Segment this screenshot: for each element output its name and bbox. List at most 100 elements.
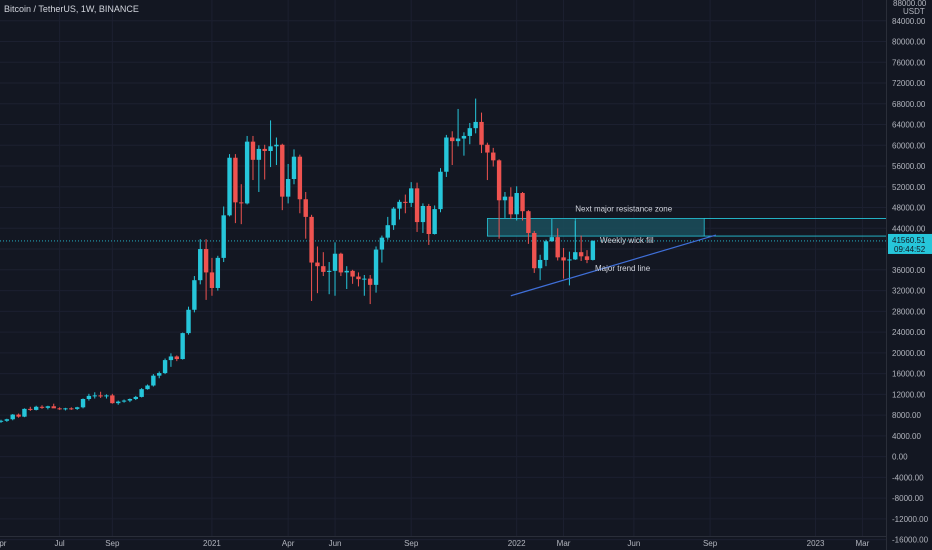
price-tick-label: -12000.00 [892, 515, 929, 524]
price-tick-label: 12000.00 [892, 390, 926, 399]
annotation-label: Major trend line [595, 264, 651, 273]
candle [514, 193, 519, 215]
candle [432, 209, 437, 235]
candle [303, 199, 308, 217]
candle [344, 270, 349, 273]
resistance-zone [486, 218, 886, 237]
candle [16, 414, 21, 417]
current-price-label: 41560.51 [892, 236, 926, 245]
candle [543, 241, 549, 260]
candle [555, 237, 560, 258]
chart-title: Bitcoin / TetherUS, 1W, BINANCE [4, 4, 139, 14]
candle [110, 395, 115, 404]
candle [233, 157, 238, 203]
candles [0, 98, 596, 423]
time-tick-label: Mar [557, 539, 571, 548]
time-axis[interactable]: Apr Jul Sep 2021 Apr Jun Sep 2022 Mar Jun Sep 2023 M… [0, 536, 886, 549]
candle [86, 395, 92, 400]
candle [578, 252, 584, 257]
candle [356, 276, 361, 280]
candle [367, 278, 373, 285]
time-tick-label: Apr [0, 539, 7, 548]
candle [174, 356, 179, 360]
price-tick-label: 20000.00 [892, 349, 926, 358]
candle [526, 211, 531, 233]
candle [315, 262, 320, 267]
candle [485, 144, 490, 153]
candle [280, 144, 285, 197]
candle [203, 249, 209, 273]
candle [590, 240, 596, 260]
price-tick-label: -16000.00 [892, 536, 929, 545]
candle [567, 259, 572, 261]
price-tick-label: 44000.00 [892, 224, 926, 233]
candle [414, 188, 420, 223]
price-tick-label: 28000.00 [892, 307, 926, 316]
price-tick-label: 0.00 [892, 453, 908, 462]
candle [221, 215, 226, 258]
candle [444, 137, 449, 172]
time-tick-label: 2023 [807, 539, 825, 548]
candle [438, 171, 443, 210]
candle [209, 272, 215, 288]
candle [104, 395, 109, 397]
price-tick-label: 8000.00 [892, 411, 921, 420]
time-tick-label: Sep [105, 539, 120, 548]
price-tick-label: 56000.00 [892, 162, 926, 171]
price-tick-label: 52000.00 [892, 183, 926, 192]
candle [39, 406, 45, 408]
candle [496, 160, 502, 201]
candle [520, 193, 525, 212]
annotations: Next major resistance zone Weekly wick fi… [575, 204, 672, 273]
candle [426, 205, 431, 235]
candle [467, 128, 472, 136]
candle [215, 257, 221, 288]
annotation-label: Next major resistance zone [575, 204, 672, 213]
chart-grid [0, 0, 886, 541]
candle [28, 408, 33, 410]
candle [549, 237, 555, 242]
candle [561, 257, 566, 261]
candle [0, 420, 4, 422]
price-tick-label: 76000.00 [892, 58, 926, 67]
trend-line[interactable] [510, 234, 717, 297]
candle [74, 407, 80, 409]
candle [133, 396, 138, 400]
candle [51, 406, 56, 409]
axis-unit-label: USDT [903, 7, 925, 16]
candle [80, 399, 86, 408]
candle [532, 232, 537, 269]
candle [244, 141, 250, 204]
candle [57, 408, 62, 410]
candle [379, 237, 385, 250]
candle [274, 144, 279, 147]
time-tick-label: 2022 [508, 539, 526, 548]
candle [297, 156, 303, 200]
price-tick-label: 16000.00 [892, 370, 926, 379]
current-price-badge[interactable] [888, 233, 932, 254]
candle [502, 196, 508, 201]
candle [63, 408, 68, 410]
price-axis[interactable]: 84000.00 80000.00 76000.00 72000.00 68000.00… [886, 0, 932, 550]
price-tick-label: 88000.00 [893, 0, 927, 8]
price-axis-bg [886, 0, 932, 550]
candle [4, 419, 10, 421]
time-tick-label: Jun [627, 539, 640, 548]
candle [491, 152, 496, 161]
candle [391, 208, 396, 226]
candle [151, 375, 156, 386]
candle [121, 400, 127, 402]
price-tick-label: -4000.00 [892, 473, 924, 482]
time-tick-label: Apr [282, 539, 295, 548]
candle [127, 399, 133, 401]
candle [157, 373, 162, 376]
candle [508, 196, 514, 215]
candle [180, 333, 185, 360]
candle [33, 406, 39, 410]
candle [268, 146, 273, 151]
time-tick-label: 2021 [203, 539, 221, 548]
candle [116, 401, 121, 404]
resistance-zone-box[interactable] [486, 218, 705, 237]
candle [227, 157, 232, 216]
